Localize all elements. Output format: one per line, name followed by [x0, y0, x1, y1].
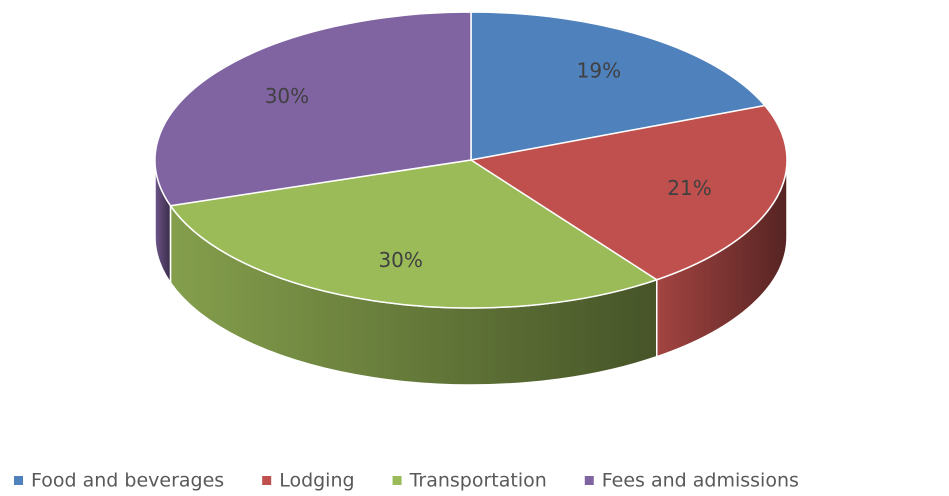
data-label: 19%: [577, 58, 621, 82]
legend-swatch: [584, 476, 594, 485]
legend-label: Lodging: [279, 470, 354, 492]
legend-swatch: [262, 476, 272, 485]
pie-slice: [469, 104, 788, 281]
pie-slice: [169, 159, 659, 309]
data-label: 21%: [667, 176, 711, 200]
data-label: 30%: [265, 84, 309, 108]
data-label: 30%: [378, 248, 422, 272]
legend-label: Fees and admissions: [602, 470, 799, 492]
pie-slice: [154, 11, 472, 207]
legend-swatch: [14, 476, 23, 485]
legend-label: Food and beverages: [31, 470, 224, 492]
pie-slice: [470, 11, 767, 161]
legend-swatch: [392, 476, 402, 485]
legend-label: Transportation: [409, 470, 547, 492]
